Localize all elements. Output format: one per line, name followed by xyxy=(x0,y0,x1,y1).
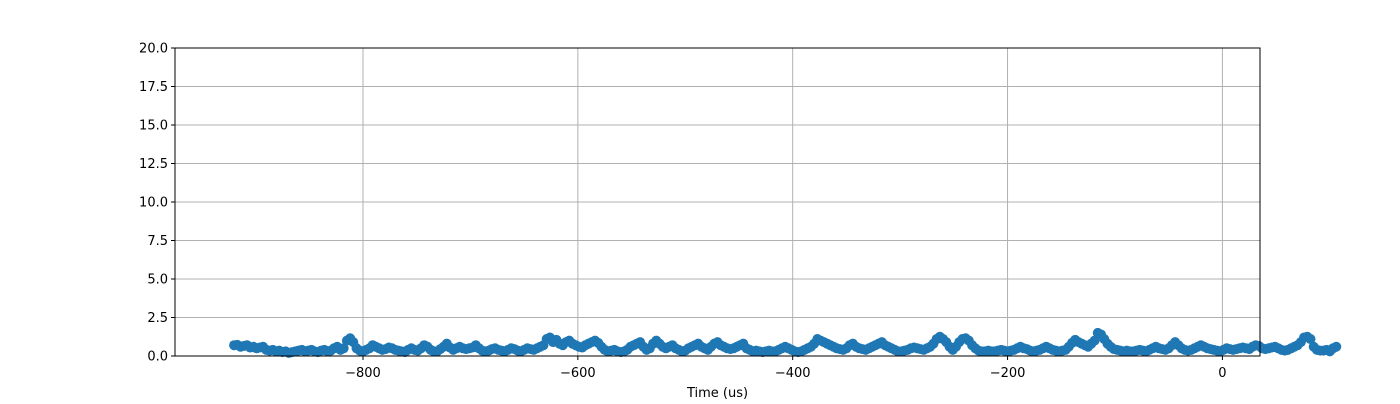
y-tick-label: 0.0 xyxy=(147,350,168,365)
x-tick-label: −800 xyxy=(345,366,381,381)
x-tick-label: 0 xyxy=(1218,366,1226,381)
data-point xyxy=(1331,341,1342,352)
data-points xyxy=(229,327,1342,358)
data-point xyxy=(1305,334,1316,345)
y-tick-label: 15.0 xyxy=(139,119,168,134)
y-tick-label: 17.5 xyxy=(139,80,168,95)
y-tick-label: 12.5 xyxy=(139,157,168,172)
y-tick-label: 20.0 xyxy=(139,42,168,57)
grid-lines xyxy=(175,47,1260,357)
x-tick-label: −200 xyxy=(990,366,1026,381)
x-tick-label: −400 xyxy=(775,366,811,381)
data-point xyxy=(1089,335,1100,346)
x-tick-label: −600 xyxy=(560,366,596,381)
y-tick-label: 10.0 xyxy=(139,196,168,211)
y-tick-label: 2.5 xyxy=(147,311,168,326)
y-tick-label: 7.5 xyxy=(147,234,168,249)
data-point xyxy=(338,343,349,354)
y-tick-label: 5.0 xyxy=(147,273,168,288)
axis-ticks: −800 −600 −400 −200 0 0.0 2.5 5.0 7.5 10.0 12.5 15.… xyxy=(139,42,1226,382)
x-axis-label: Time (us) xyxy=(686,386,748,400)
